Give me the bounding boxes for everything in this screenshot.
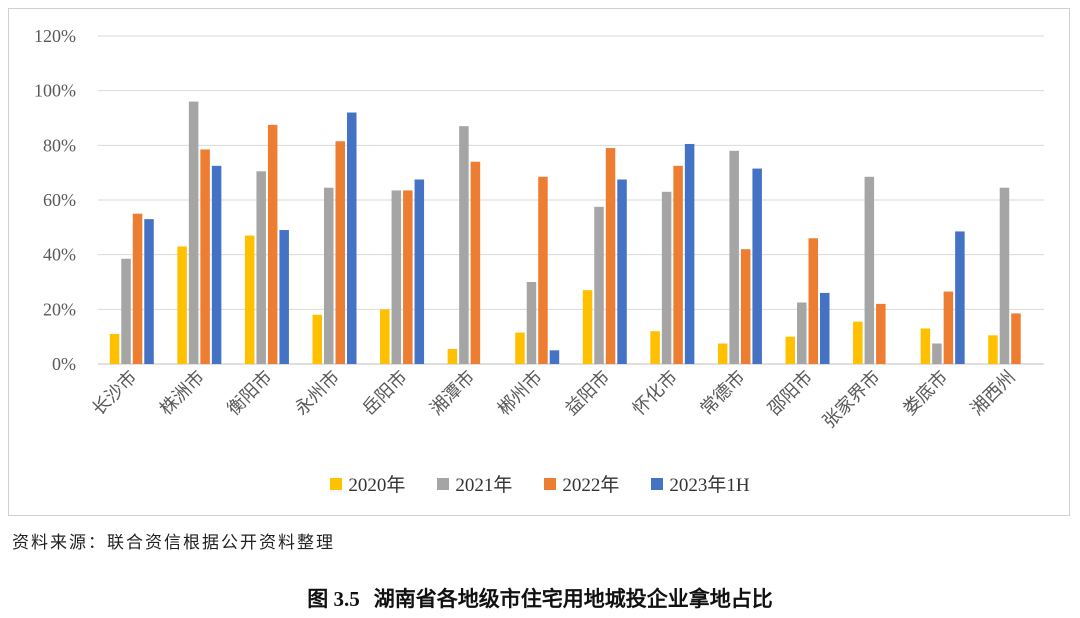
legend-label: 2022年 xyxy=(562,475,620,496)
bar xyxy=(188,101,199,364)
bar xyxy=(920,328,931,364)
bar xyxy=(200,149,210,364)
bar xyxy=(549,350,560,364)
bar xyxy=(955,231,965,364)
bar xyxy=(717,343,728,364)
y-tick-label: 60% xyxy=(43,190,76,210)
bar xyxy=(470,161,481,364)
bar xyxy=(820,292,830,364)
legend-swatch xyxy=(544,477,557,490)
y-tick-label: 80% xyxy=(43,135,76,155)
y-tick-label: 40% xyxy=(43,245,76,265)
bar xyxy=(403,190,413,364)
chart-legend: 2020年 2021年 2022年 2023年1H xyxy=(0,470,1080,497)
x-tick-label: 岳阳市 xyxy=(359,367,412,420)
bar xyxy=(414,179,425,364)
x-tick-label: 怀化市 xyxy=(629,367,682,420)
bar xyxy=(1011,313,1021,364)
x-tick-label: 株洲市 xyxy=(156,367,209,420)
bar xyxy=(279,230,289,364)
bar xyxy=(864,176,875,364)
bar xyxy=(876,303,886,364)
bar xyxy=(177,246,187,364)
x-tick-label: 常德市 xyxy=(696,367,749,420)
legend-item: 2023年1H xyxy=(651,470,750,497)
bar xyxy=(538,176,548,364)
bar xyxy=(109,333,120,364)
y-tick-label: 0% xyxy=(52,354,76,374)
bar xyxy=(211,165,222,364)
x-tick-label: 永州市 xyxy=(291,367,344,420)
bar xyxy=(594,206,604,364)
x-tick-label: 邵阳市 xyxy=(764,367,817,420)
bar xyxy=(999,187,1010,364)
bar xyxy=(582,290,593,364)
bar xyxy=(244,235,255,364)
y-tick-label: 100% xyxy=(34,81,76,101)
legend-label: 2023年1H xyxy=(669,475,750,496)
bar xyxy=(943,291,954,364)
bar xyxy=(617,179,627,364)
bar xyxy=(391,190,402,364)
x-tick-label: 湘西州 xyxy=(967,367,1020,420)
bar xyxy=(785,336,795,364)
y-tick-label: 120% xyxy=(34,26,76,46)
x-tick-label: 娄底市 xyxy=(899,367,952,420)
legend-item: 2022年 xyxy=(544,470,619,497)
legend-swatch xyxy=(651,477,664,490)
caption-number: 图 3.5 xyxy=(307,587,360,611)
x-tick-label: 张家界市 xyxy=(819,367,885,433)
bar xyxy=(729,150,739,364)
bar xyxy=(335,141,345,364)
bar xyxy=(650,331,660,364)
source-note: 资料来源：联合资信根据公开资料整理 xyxy=(12,533,335,553)
legend-swatch xyxy=(330,477,343,490)
bar xyxy=(661,191,672,364)
bar xyxy=(684,143,695,364)
bar xyxy=(526,282,537,364)
legend-label: 2020年 xyxy=(348,475,406,496)
bar xyxy=(347,112,357,365)
legend-swatch xyxy=(437,477,450,490)
bar xyxy=(752,168,762,364)
legend-item: 2021年 xyxy=(437,470,512,497)
bar xyxy=(144,219,154,364)
bar xyxy=(267,124,278,364)
bar xyxy=(312,314,322,364)
x-tick-label: 衡阳市 xyxy=(223,367,276,420)
bar xyxy=(121,258,131,364)
bar xyxy=(605,148,616,364)
bar-chart: 0% 20% 40% 60% 80% 100% 120% 长沙市 株洲市 衡阳市 永州市 岳阳市 湘潭市… xyxy=(34,26,1044,433)
caption-title: 湖南省各地级市住宅用地城投企业拿地占比 xyxy=(373,587,773,611)
bar xyxy=(808,238,818,364)
legend-label: 2021年 xyxy=(455,475,513,496)
bar xyxy=(740,249,751,364)
x-tick-label: 郴州市 xyxy=(494,367,547,420)
bar xyxy=(447,348,458,364)
bar xyxy=(932,343,942,364)
legend-item: 2020年 xyxy=(330,470,405,497)
bar xyxy=(988,335,998,364)
figure-caption: 图 3.5 湖南省各地级市住宅用地城投企业拿地占比 xyxy=(0,583,1080,613)
bar xyxy=(459,126,469,364)
bar xyxy=(256,171,266,364)
bar xyxy=(673,165,683,364)
bar xyxy=(853,321,863,364)
x-tick-label: 长沙市 xyxy=(88,367,141,420)
x-tick-label: 湘潭市 xyxy=(426,367,479,420)
bar xyxy=(324,187,334,364)
x-tick-label: 益阳市 xyxy=(561,367,614,420)
y-tick-label: 20% xyxy=(43,299,76,319)
bar xyxy=(132,213,143,364)
bar xyxy=(380,309,390,364)
bar xyxy=(515,332,525,364)
bar xyxy=(797,302,807,364)
